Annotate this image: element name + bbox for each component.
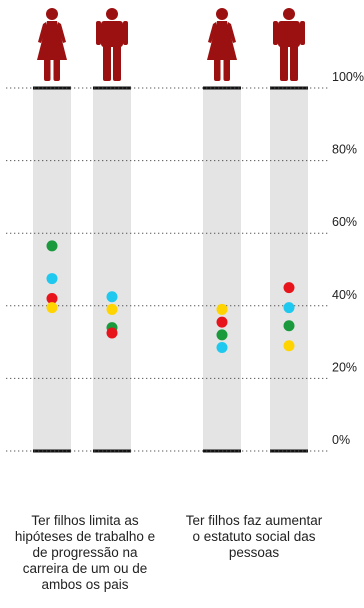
data-point (46, 240, 58, 252)
y-tick-label: 40% (332, 288, 357, 302)
column-bottom-bar-1 (33, 449, 71, 453)
data-point (216, 303, 228, 315)
column-bg-4 (270, 88, 308, 451)
data-point (216, 342, 228, 354)
column-top-bar-2 (93, 86, 131, 90)
female-icon (207, 8, 237, 81)
column-bg-1 (33, 88, 71, 451)
data-point (283, 320, 295, 332)
y-tick-label: 100% (332, 70, 364, 84)
column-bg-3 (203, 88, 241, 451)
data-point (46, 273, 58, 285)
column-bg-2 (93, 88, 131, 451)
column-top-bar-4 (270, 86, 308, 90)
data-point (106, 327, 118, 339)
column-bottom-bar-2 (93, 449, 131, 453)
data-point (283, 282, 295, 294)
column-top-bar-1 (33, 86, 71, 90)
y-tick-label: 60% (332, 215, 357, 229)
data-point (106, 303, 118, 315)
female-icon (37, 8, 67, 81)
y-tick-label: 80% (332, 143, 357, 157)
column-bottom-bar-4 (270, 449, 308, 453)
data-point (283, 340, 295, 352)
y-tick-label: 20% (332, 360, 357, 374)
group-2-caption: Ter filhos faz aumentar o estatuto socia… (185, 513, 323, 560)
data-point (216, 316, 228, 328)
data-point (46, 293, 58, 305)
y-tick-label: 0% (332, 433, 350, 447)
data-point (216, 329, 228, 341)
data-point (46, 302, 58, 314)
group-1-caption: Ter filhos limita as hipóteses de trabal… (14, 513, 156, 592)
data-point (106, 291, 118, 303)
male-icon (273, 8, 305, 81)
data-point (283, 302, 295, 314)
male-icon (96, 8, 128, 81)
